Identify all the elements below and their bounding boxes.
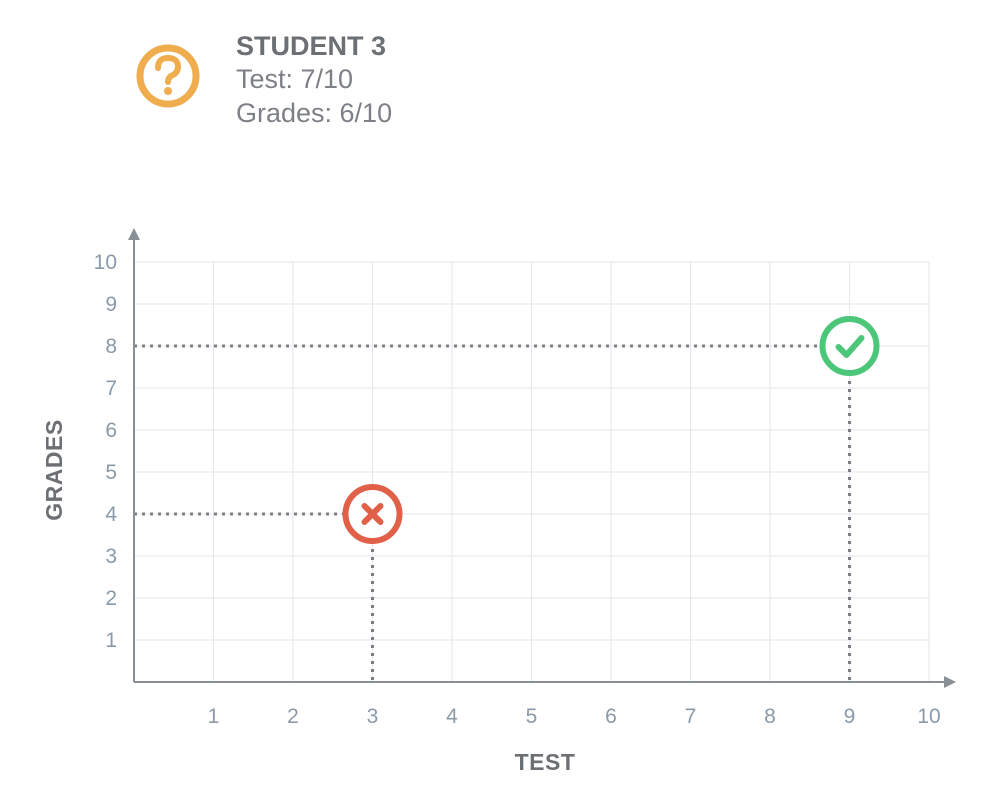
x-tick-label: 6 (605, 705, 617, 728)
x-tick-label: 7 (685, 705, 697, 728)
x-tick-label: 3 (367, 705, 379, 728)
grid-lines (134, 261, 930, 682)
y-tick-label: 3 (105, 545, 117, 568)
y-tick-label: 5 (105, 461, 117, 484)
check-mark (835, 335, 865, 358)
guide-lines (134, 344, 851, 682)
x-axis-title: TEST (515, 749, 576, 775)
y-tick-label: 2 (105, 587, 117, 610)
x-tick-label: 10 (917, 705, 940, 728)
y-tick-label: 4 (105, 503, 117, 526)
student-info: STUDENT 3 Test: 7/10 Grades: 6/10 (236, 30, 392, 130)
x-tick-label: 1 (208, 705, 220, 728)
student-test-score: Test: 7/10 (236, 64, 354, 94)
y-tick-label: 6 (105, 419, 117, 442)
student-title: STUDENT 3 (236, 31, 387, 61)
axes (128, 228, 956, 688)
x-tick-label: 2 (287, 705, 299, 728)
y-tick-label: 9 (105, 293, 117, 316)
y-tick-labels: 1 2 3 4 5 6 7 8 9 10 (94, 251, 118, 652)
x-axis-arrow (944, 676, 956, 688)
x-tick-label: 5 (526, 705, 538, 728)
x-tick-label: 4 (446, 705, 458, 728)
x-tick-labels: 1 2 3 4 5 6 7 8 9 10 (208, 705, 941, 728)
y-tick-label: 10 (94, 251, 117, 274)
x-tick-label: 9 (844, 705, 856, 728)
data-points (342, 316, 880, 544)
student-grades-score: Grades: 6/10 (236, 98, 393, 128)
y-tick-label: 7 (105, 377, 117, 400)
data-point-marker (819, 316, 880, 376)
cross-mark (361, 503, 384, 525)
y-tick-label: 8 (105, 335, 117, 358)
check-icon (819, 316, 880, 376)
y-axis-title: GRADES (41, 419, 67, 520)
question-mark-icon (136, 44, 200, 108)
cross-icon (342, 484, 403, 544)
y-tick-label: 1 (105, 629, 117, 652)
y-axis-arrow (128, 228, 140, 240)
x-tick-label: 8 (764, 705, 776, 728)
